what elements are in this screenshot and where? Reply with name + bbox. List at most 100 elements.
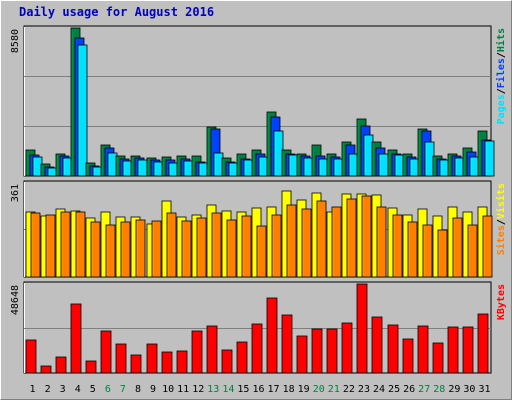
x-tick-label-13: 13: [207, 384, 219, 395]
y-max-label: 361: [10, 184, 21, 202]
x-tick-label-21: 21: [328, 384, 340, 395]
bar-kbytes-30: [462, 326, 474, 374]
bar-sites-16: [256, 225, 267, 278]
bar-sites-12: [196, 217, 207, 278]
bar-sites-6: [105, 224, 116, 278]
x-tick-label-2: 2: [45, 384, 51, 395]
bar-kbytes-27: [417, 325, 429, 374]
bar-sites-29: [452, 217, 463, 278]
panel-bottom: 48648 KBytes: [10, 281, 507, 374]
bar-pages-31: [484, 140, 495, 177]
x-tick-label-22: 22: [343, 384, 355, 395]
bar-sites-10: [166, 212, 177, 278]
bar-sites-14: [226, 219, 237, 278]
bar-sites-11: [181, 220, 192, 278]
bar-kbytes-28: [432, 342, 444, 374]
bar-kbytes-26: [402, 338, 414, 374]
bar-sites-1: [30, 212, 41, 278]
legend-item: Sites: [495, 225, 507, 255]
bar-sites-20: [316, 200, 327, 278]
legend-item: Pages: [496, 94, 507, 124]
legend-top: Pages/Files/Hits: [495, 28, 507, 124]
x-tick-label-12: 12: [192, 384, 204, 395]
x-tick-label-3: 3: [60, 384, 66, 395]
bar-kbytes-22: [341, 322, 353, 374]
bar-sites-2: [45, 214, 56, 278]
x-tick-label-28: 28: [433, 384, 445, 395]
legend-bottom: KBytes: [496, 284, 507, 320]
bar-sites-18: [286, 204, 297, 278]
x-tick-label-11: 11: [177, 384, 189, 395]
legend-item: /: [496, 219, 507, 225]
bar-sites-23: [361, 195, 372, 278]
x-tick-label-23: 23: [358, 384, 370, 395]
y-max-label: 48648: [10, 285, 21, 315]
x-tick-label-25: 25: [388, 384, 400, 395]
bar-kbytes-18: [281, 314, 293, 374]
x-tick-label-18: 18: [283, 384, 295, 395]
bar-kbytes-17: [266, 297, 278, 374]
bar-sites-4: [75, 211, 86, 278]
bar-kbytes-20: [311, 328, 323, 374]
x-tick-label-14: 14: [222, 384, 234, 395]
bar-sites-13: [211, 212, 222, 278]
bar-kbytes-8: [130, 354, 142, 374]
bar-sites-31: [482, 215, 493, 278]
bar-kbytes-14: [221, 349, 233, 374]
x-tick-label-16: 16: [252, 384, 264, 395]
x-tick-label-20: 20: [313, 384, 325, 395]
legend-middle: Sites/Visits: [495, 183, 507, 255]
bar-kbytes-6: [100, 330, 112, 374]
legend-item: Visits: [495, 183, 507, 219]
bar-kbytes-21: [326, 328, 338, 374]
x-tick-label-9: 9: [150, 384, 156, 395]
legend-item: /: [496, 52, 507, 58]
bar-sites-8: [135, 219, 146, 278]
bar-sites-7: [120, 221, 131, 278]
bar-sites-3: [60, 211, 71, 278]
x-tick-label-19: 19: [298, 384, 310, 395]
bar-kbytes-25: [387, 324, 399, 374]
bar-kbytes-16: [251, 323, 263, 374]
bar-sites-17: [271, 214, 282, 278]
bar-pages-4: [77, 44, 88, 177]
bar-kbytes-11: [176, 350, 188, 374]
x-tick-label-27: 27: [418, 384, 430, 395]
y-max-label: 8580: [10, 29, 21, 53]
bar-sites-15: [241, 215, 252, 278]
legend-item: Hits: [495, 28, 507, 52]
bar-sites-24: [376, 206, 387, 278]
bar-kbytes-5: [85, 360, 97, 374]
legend-item: Files: [495, 58, 507, 88]
bar-kbytes-15: [236, 341, 248, 374]
x-tick-label-8: 8: [135, 384, 141, 395]
x-tick-label-1: 1: [30, 384, 36, 395]
bar-kbytes-7: [115, 343, 127, 374]
bar-kbytes-4: [70, 303, 82, 374]
bar-sites-30: [467, 224, 478, 278]
x-tick-label-31: 31: [478, 384, 490, 395]
bar-sites-26: [407, 221, 418, 278]
bar-sites-22: [346, 198, 357, 278]
x-tick-label-29: 29: [448, 384, 460, 395]
bar-kbytes-31: [477, 313, 489, 374]
chart-title: Daily usage for August 2016: [19, 5, 215, 19]
bar-kbytes-24: [371, 316, 383, 374]
x-tick-label-30: 30: [463, 384, 475, 395]
panel-middle: 361 Sites/Visits: [10, 180, 507, 278]
bar-kbytes-3: [55, 356, 67, 374]
bar-sites-28: [437, 229, 448, 278]
bar-sites-27: [422, 224, 433, 278]
legend-item: KBytes: [496, 284, 507, 320]
x-tick-label-15: 15: [237, 384, 249, 395]
bar-kbytes-10: [161, 351, 173, 374]
legend-item: /: [496, 88, 507, 94]
bar-kbytes-13: [206, 325, 218, 374]
x-tick-label-10: 10: [162, 384, 174, 395]
bar-kbytes-2: [40, 365, 52, 374]
x-tick-label-4: 4: [75, 384, 81, 395]
x-tick-label-5: 5: [90, 384, 96, 395]
bar-sites-9: [151, 220, 162, 278]
bar-kbytes-12: [191, 330, 203, 374]
